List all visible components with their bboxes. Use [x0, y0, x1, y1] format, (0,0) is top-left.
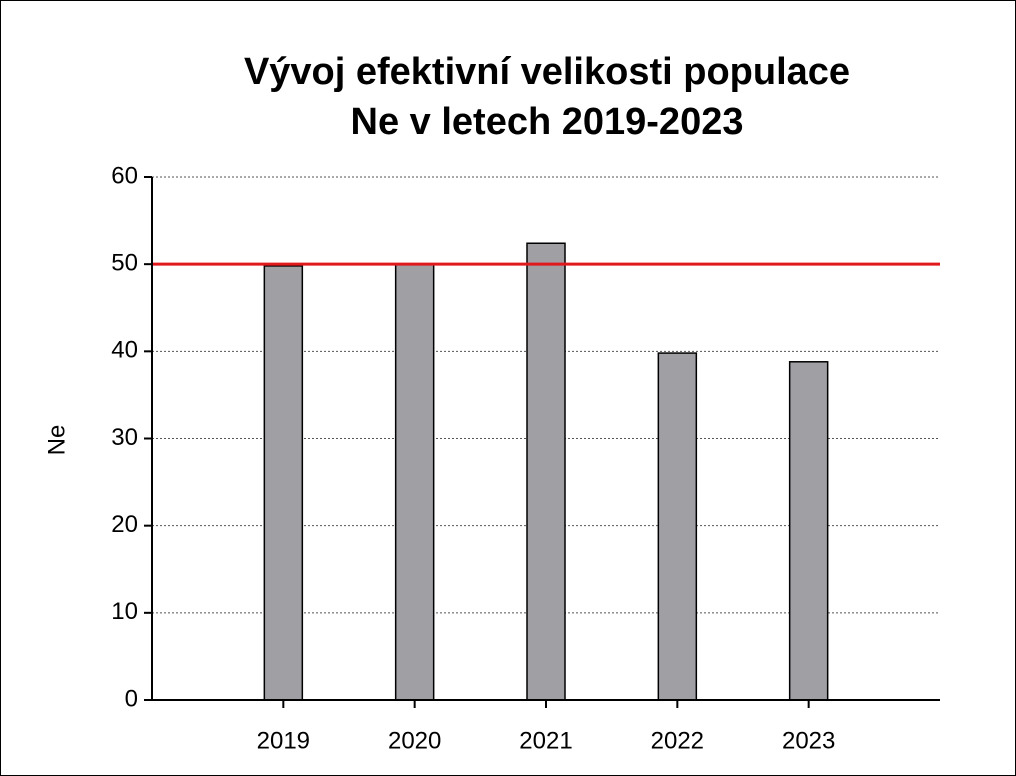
- bar: [394, 263, 435, 701]
- y-tick-label: 30: [111, 424, 138, 451]
- x-tick-label: 2020: [388, 727, 441, 754]
- x-tick-label: 2021: [519, 727, 572, 754]
- bar: [263, 265, 304, 701]
- chart-title: Vývoj efektivní velikosti populace: [244, 51, 850, 93]
- bar: [788, 361, 829, 701]
- y-tick-label: 50: [111, 250, 138, 277]
- y-tick-label: 20: [111, 511, 138, 538]
- y-tick-label: 0: [125, 685, 138, 712]
- chart-title: Ne v letech 2019-2023: [351, 101, 744, 143]
- x-tick-label: 2022: [651, 727, 704, 754]
- bar: [657, 352, 698, 701]
- y-tick-label: 40: [111, 337, 138, 364]
- bar: [526, 242, 566, 701]
- y-tick-label: 10: [111, 598, 138, 625]
- y-tick-label: 60: [111, 162, 138, 189]
- x-tick-label: 2023: [782, 727, 835, 754]
- y-axis-label: Ne: [43, 425, 70, 456]
- x-tick-label: 2019: [257, 727, 310, 754]
